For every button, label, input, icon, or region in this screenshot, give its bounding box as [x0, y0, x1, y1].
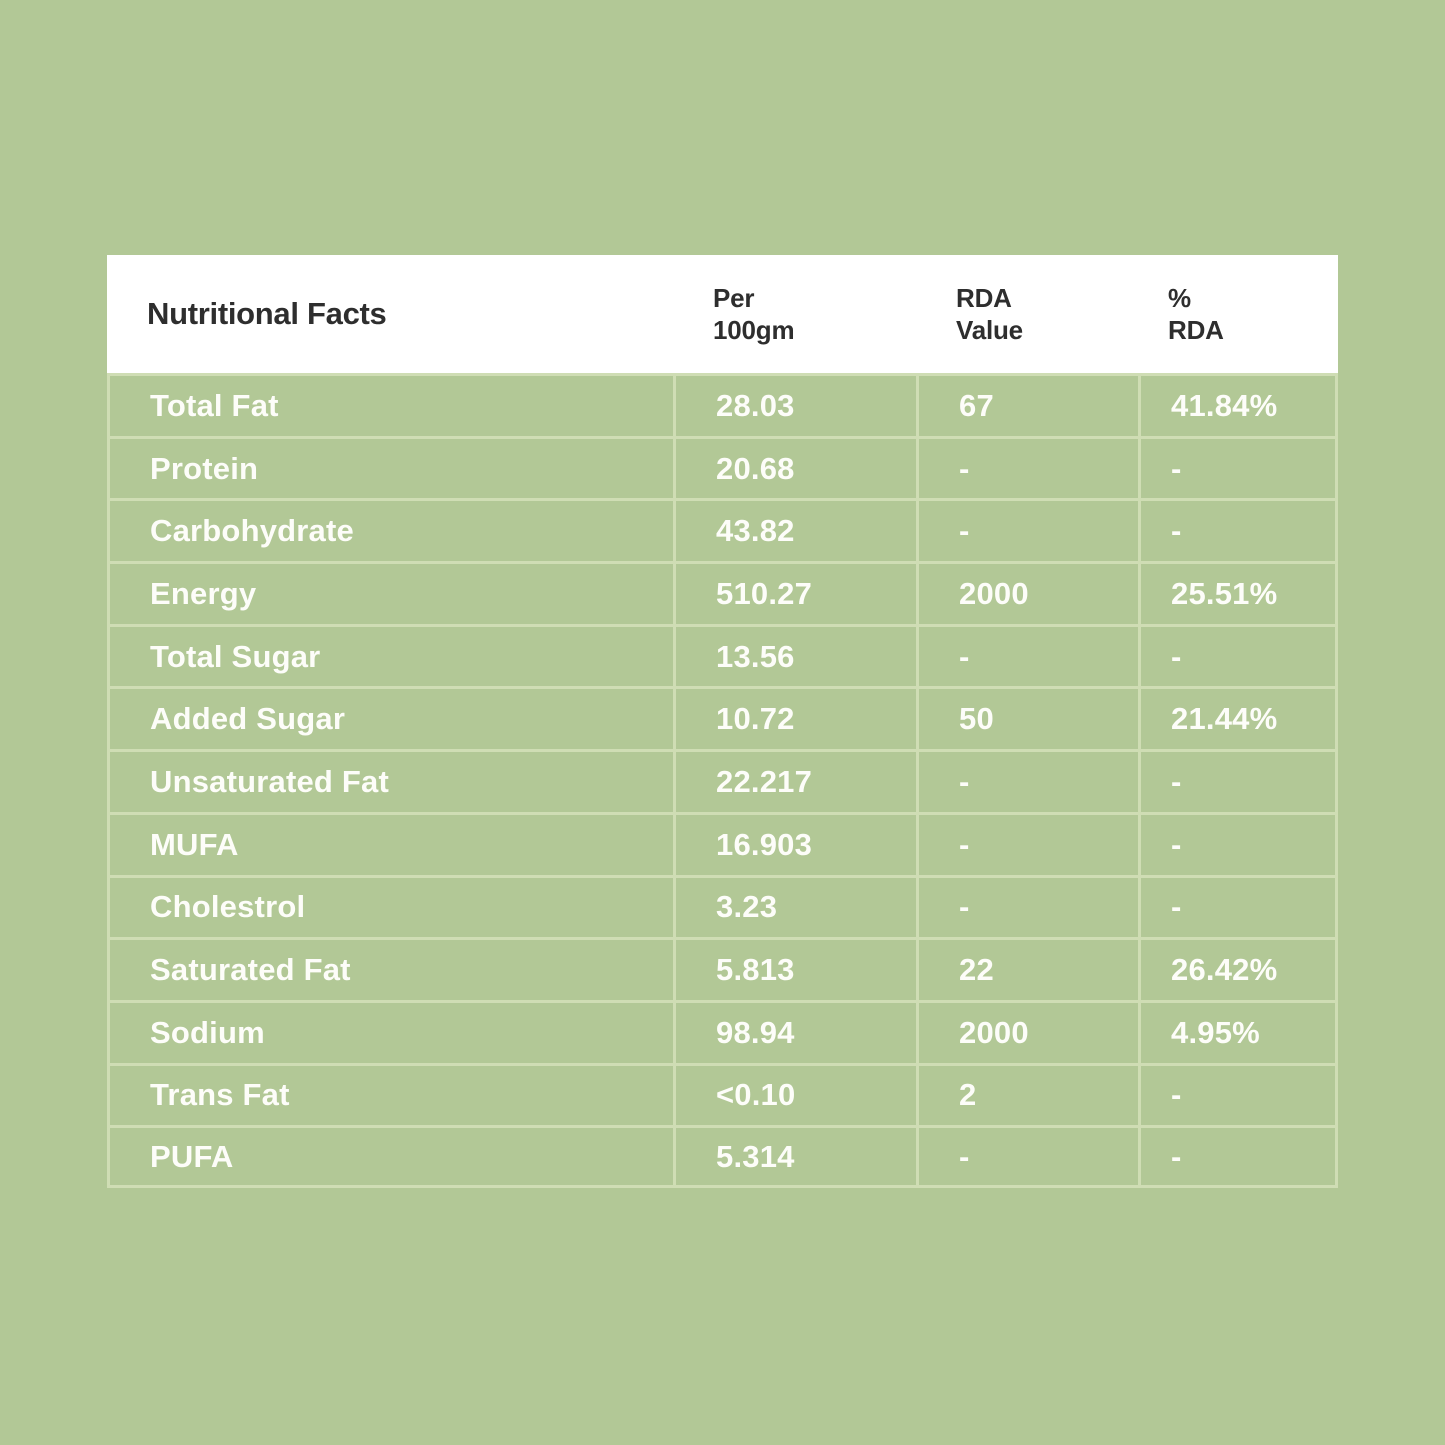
- table-row: Saturated Fat 5.813 22 26.42%: [107, 937, 1338, 1000]
- rda-value-cell: 50: [916, 686, 1138, 750]
- per-100gm-cell: <0.10: [673, 1062, 916, 1126]
- rda-value-cell: -: [916, 811, 1138, 875]
- rda-value-cell: 67: [916, 373, 1138, 436]
- table-row: Total Fat 28.03 67 41.84%: [107, 373, 1338, 436]
- nutrient-name-cell: Saturated Fat: [107, 937, 673, 1000]
- table-row: Sodium 98.94 2000 4.95%: [107, 999, 1338, 1063]
- percent-rda-cell: 25.51%: [1138, 561, 1338, 624]
- percent-rda-cell: -: [1138, 498, 1338, 562]
- table-row: MUFA 16.903- -: [107, 811, 1338, 875]
- per-100gm-cell: 5.813: [673, 937, 916, 1000]
- percent-rda-cell: -: [1138, 1062, 1338, 1126]
- column-header-percent-rda: % RDA: [1168, 282, 1224, 346]
- nutrient-name-cell: MUFA: [107, 811, 673, 875]
- rda-value-cell: -: [916, 874, 1138, 938]
- nutrient-name-cell: Carbohydrate: [107, 498, 673, 562]
- per-100gm-cell: 22.217: [673, 749, 916, 812]
- percent-rda-cell: 4.95%: [1138, 999, 1338, 1063]
- per-100gm-cell: 43.82: [673, 498, 916, 562]
- table-title: Nutritional Facts: [147, 296, 387, 331]
- table-row: Cholestrol 3.23- -: [107, 874, 1338, 938]
- table-row: Energy 510.27 2000 25.51%: [107, 561, 1338, 624]
- per-100gm-cell: 10.72: [673, 686, 916, 750]
- per-100gm-cell: 98.94: [673, 999, 916, 1063]
- column-header-rda-value: RDA Value: [956, 282, 1023, 346]
- rda-value-cell: 22: [916, 937, 1138, 1000]
- column-header-per-100gm: Per 100gm: [713, 282, 795, 346]
- table-row: Protein 20.68- -: [107, 435, 1338, 499]
- percent-rda-cell: -: [1138, 811, 1338, 875]
- percent-rda-cell: -: [1138, 435, 1338, 499]
- rda-value-cell: -: [916, 749, 1138, 812]
- rda-value-cell: -: [916, 435, 1138, 499]
- percent-rda-cell: -: [1138, 1125, 1338, 1188]
- nutrient-name-cell: PUFA: [107, 1125, 673, 1188]
- per-100gm-cell: 20.68: [673, 435, 916, 499]
- percent-rda-cell: 21.44%: [1138, 686, 1338, 750]
- nutrient-name-cell: Energy: [107, 561, 673, 624]
- nutrient-name-cell: Trans Fat: [107, 1062, 673, 1126]
- per-100gm-cell: 13.56: [673, 623, 916, 687]
- rda-value-cell: 2000: [916, 561, 1138, 624]
- table-row: Total Sugar 13.56- -: [107, 623, 1338, 687]
- rda-value-cell: -: [916, 1125, 1138, 1188]
- table-row: PUFA 5.314- -: [107, 1125, 1338, 1188]
- per-100gm-cell: 3.23: [673, 874, 916, 938]
- percent-rda-cell: -: [1138, 874, 1338, 938]
- percent-rda-cell: -: [1138, 623, 1338, 687]
- nutrition-facts-table: Nutritional Facts Per 100gm RDA Value % …: [107, 255, 1338, 1188]
- percent-rda-cell: 41.84%: [1138, 373, 1338, 436]
- nutrient-name-cell: Cholestrol: [107, 874, 673, 938]
- nutrient-name-cell: Added Sugar: [107, 686, 673, 750]
- per-100gm-cell: 510.27: [673, 561, 916, 624]
- nutrient-name-cell: Unsaturated Fat: [107, 749, 673, 812]
- nutrient-name-cell: Protein: [107, 435, 673, 499]
- percent-rda-cell: -: [1138, 749, 1338, 812]
- per-100gm-cell: 16.903: [673, 811, 916, 875]
- table-header-row: Nutritional Facts Per 100gm RDA Value % …: [107, 255, 1338, 373]
- per-100gm-cell: 28.03: [673, 373, 916, 436]
- nutrient-name-cell: Total Sugar: [107, 623, 673, 687]
- percent-rda-cell: 26.42%: [1138, 937, 1338, 1000]
- rda-value-cell: -: [916, 623, 1138, 687]
- table-row: Trans Fat <0.10 2-: [107, 1062, 1338, 1126]
- rda-value-cell: 2000: [916, 999, 1138, 1063]
- table-row: Carbohydrate 43.82- -: [107, 498, 1338, 562]
- table-row: Added Sugar 10.72 50 21.44%: [107, 686, 1338, 750]
- nutrient-name-cell: Sodium: [107, 999, 673, 1063]
- table-body: Total Fat 28.03 67 41.84% Protein 20.68- - Carb…: [107, 373, 1338, 1188]
- per-100gm-cell: 5.314: [673, 1125, 916, 1188]
- rda-value-cell: -: [916, 498, 1138, 562]
- table-row: Unsaturated Fat 22.217- -: [107, 749, 1338, 812]
- nutrient-name-cell: Total Fat: [107, 373, 673, 436]
- rda-value-cell: 2: [916, 1062, 1138, 1126]
